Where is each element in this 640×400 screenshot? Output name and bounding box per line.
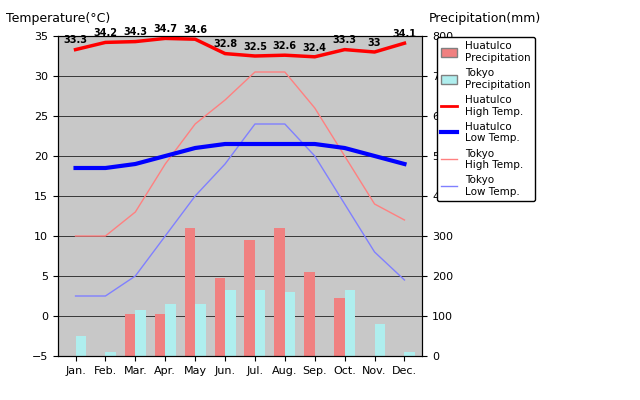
Bar [244,240,255,356]
Bar [214,278,225,356]
Text: 32.5: 32.5 [243,42,267,52]
Bar [165,304,176,356]
Bar [76,336,86,356]
Text: 34.6: 34.6 [183,25,207,35]
Bar [374,324,385,356]
Text: 33.3: 33.3 [63,36,88,46]
Text: 34.7: 34.7 [153,24,177,34]
Bar [404,352,415,356]
Legend: Huatulco
Precipitation, Tokyo
Precipitation, Huatulco
High Temp., Huatulco
Low T: Huatulco Precipitation, Tokyo Precipitat… [437,37,535,201]
Bar [334,298,345,356]
Text: 33: 33 [368,38,381,48]
Bar [345,290,355,356]
Bar [155,314,165,356]
Bar [106,352,116,356]
Bar [225,290,236,356]
Bar [195,304,205,356]
Text: 34.3: 34.3 [124,28,147,38]
Bar [125,314,135,356]
Text: 34.2: 34.2 [93,28,118,38]
Text: Precipitation(mm): Precipitation(mm) [429,12,541,25]
Text: 32.6: 32.6 [273,41,297,51]
Text: 34.1: 34.1 [392,29,417,39]
Text: 33.3: 33.3 [333,36,356,46]
Bar [304,272,315,356]
Text: 32.4: 32.4 [303,43,327,53]
Bar [285,292,295,356]
Bar [135,310,146,356]
Text: Temperature(°C): Temperature(°C) [6,12,111,25]
Bar [255,290,266,356]
Bar [185,228,195,356]
Bar [275,228,285,356]
Text: 32.8: 32.8 [213,40,237,50]
